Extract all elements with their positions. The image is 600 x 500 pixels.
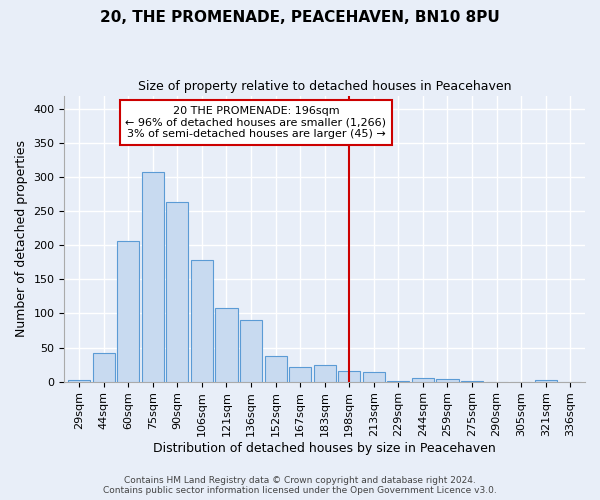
Bar	[388, 381, 409, 382]
Bar	[265, 356, 287, 382]
Bar	[289, 368, 311, 382]
Bar	[314, 364, 336, 382]
Bar	[240, 320, 262, 382]
Bar	[412, 378, 434, 382]
Bar	[215, 308, 238, 382]
Text: Contains HM Land Registry data © Crown copyright and database right 2024.
Contai: Contains HM Land Registry data © Crown c…	[103, 476, 497, 495]
Bar	[191, 260, 213, 382]
Title: Size of property relative to detached houses in Peacehaven: Size of property relative to detached ho…	[138, 80, 511, 93]
Text: 20 THE PROMENADE: 196sqm
← 96% of detached houses are smaller (1,266)
3% of semi: 20 THE PROMENADE: 196sqm ← 96% of detach…	[125, 106, 386, 139]
Bar	[166, 202, 188, 382]
Bar	[535, 380, 557, 382]
Y-axis label: Number of detached properties: Number of detached properties	[15, 140, 28, 337]
Bar	[363, 372, 385, 382]
Bar	[461, 381, 483, 382]
Bar	[68, 380, 90, 382]
Bar	[436, 379, 458, 382]
Bar	[117, 240, 139, 382]
Bar	[338, 370, 361, 382]
Text: 20, THE PROMENADE, PEACEHAVEN, BN10 8PU: 20, THE PROMENADE, PEACEHAVEN, BN10 8PU	[100, 10, 500, 25]
Bar	[142, 172, 164, 382]
Bar	[92, 353, 115, 382]
X-axis label: Distribution of detached houses by size in Peacehaven: Distribution of detached houses by size …	[154, 442, 496, 455]
